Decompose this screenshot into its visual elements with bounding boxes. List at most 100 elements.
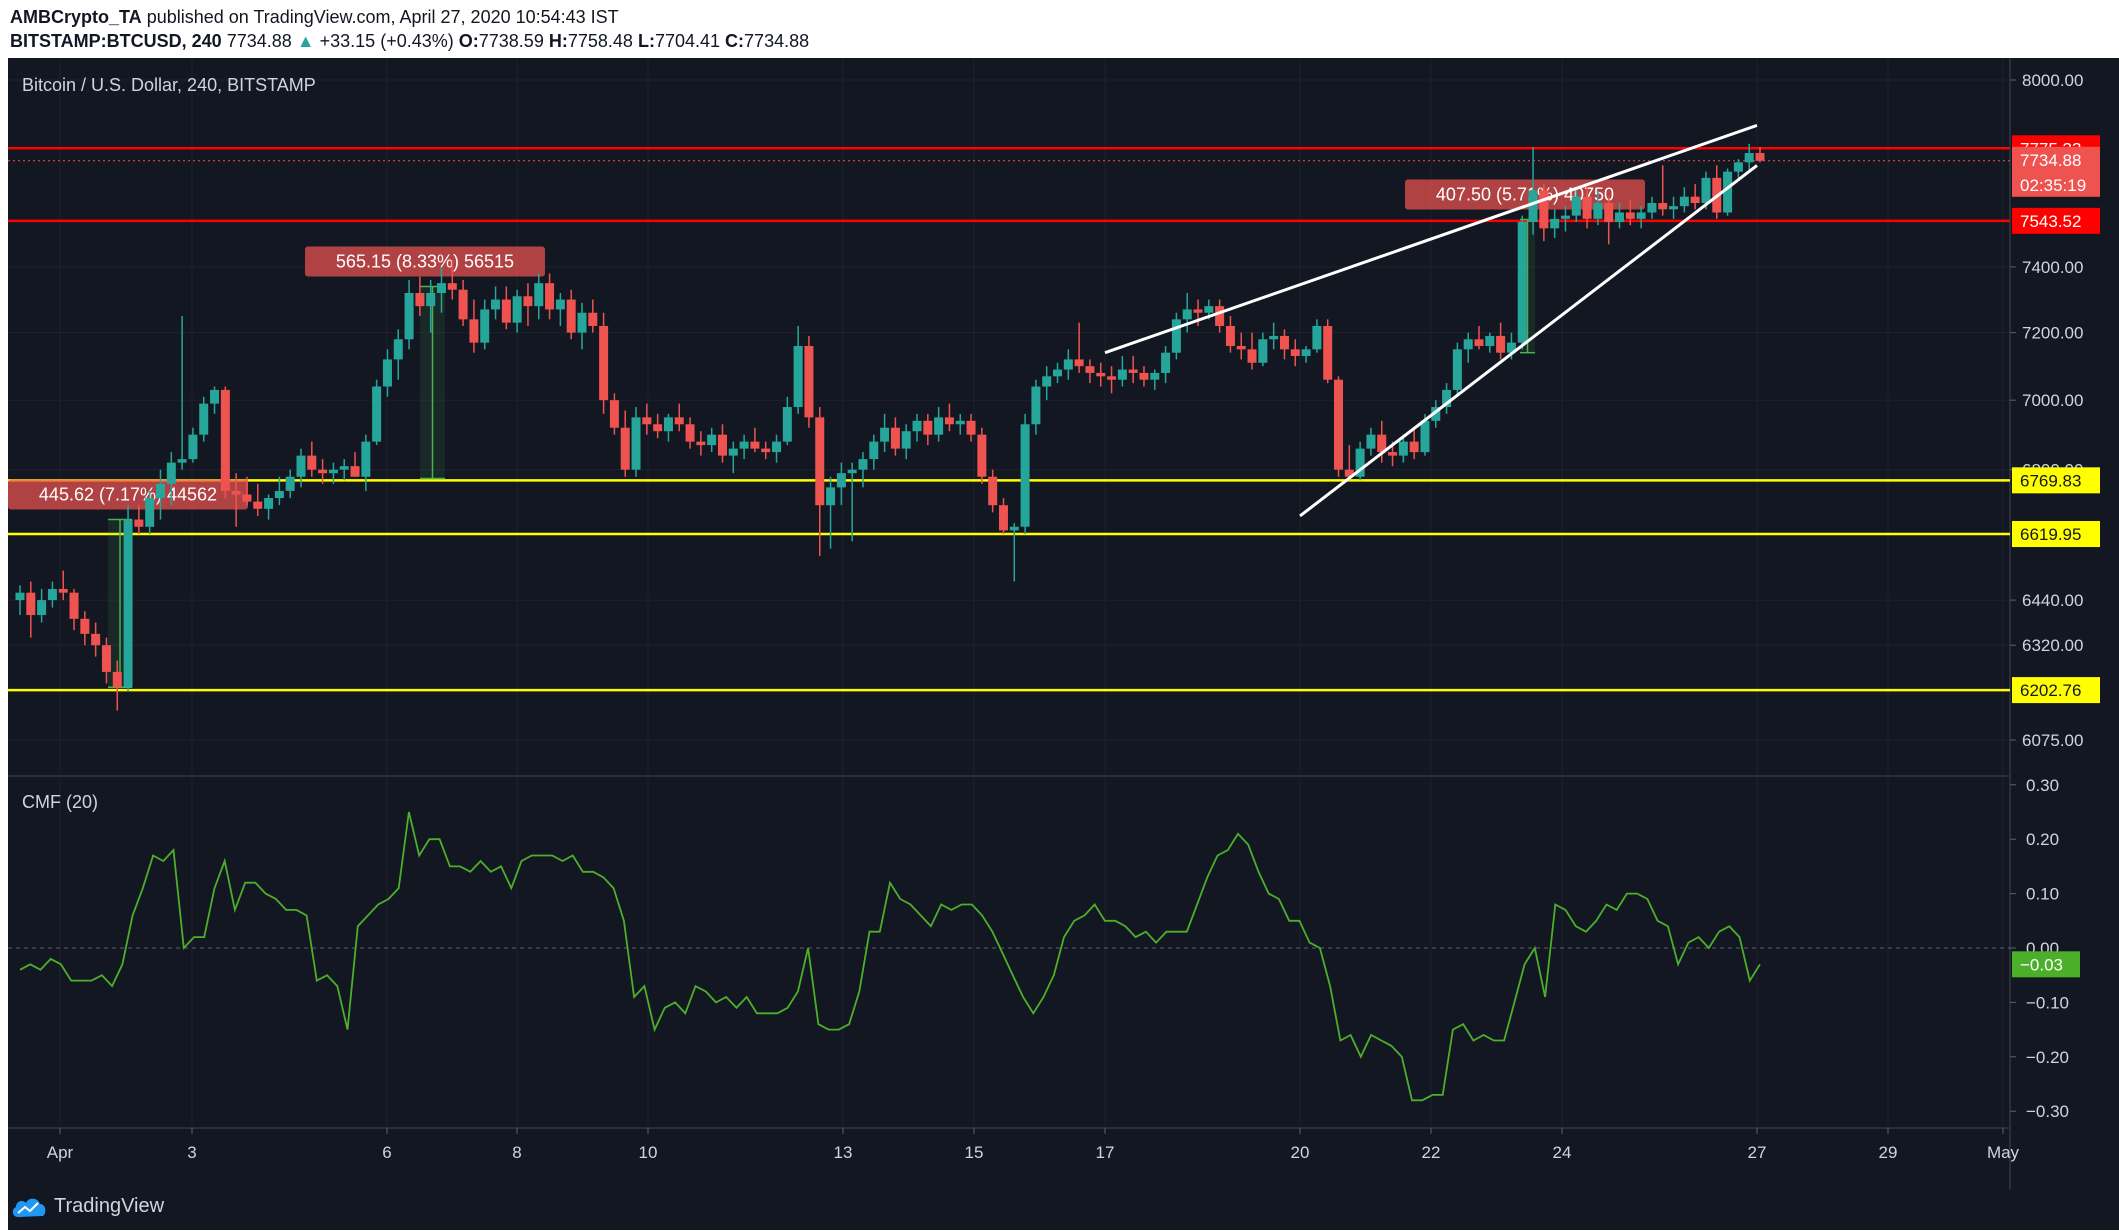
chart-background bbox=[8, 58, 2119, 1190]
candle-body bbox=[1258, 339, 1268, 363]
candle-body bbox=[1647, 202, 1657, 213]
time-tick-label: 22 bbox=[1422, 1143, 1441, 1162]
candle-body bbox=[1117, 369, 1127, 380]
candle-body bbox=[1701, 177, 1711, 203]
candle-body bbox=[696, 441, 706, 446]
candle-body bbox=[1085, 366, 1095, 373]
time-tick-label: 15 bbox=[965, 1143, 984, 1162]
candle-body bbox=[890, 427, 900, 449]
candle-body bbox=[717, 434, 727, 456]
candle-body bbox=[274, 490, 284, 499]
candle-body bbox=[728, 448, 738, 456]
candle-body bbox=[210, 389, 220, 404]
candle-body bbox=[1020, 424, 1030, 527]
candle-body bbox=[58, 588, 68, 593]
candle-body bbox=[1669, 206, 1679, 210]
candle-body bbox=[858, 459, 868, 470]
candle-body bbox=[1474, 339, 1484, 346]
candle-body bbox=[1452, 349, 1462, 390]
time-axis[interactable]: Apr 3 6 8 10 13 15 17 20 22 24 27 29 May bbox=[47, 1128, 2020, 1162]
candle-body bbox=[1063, 359, 1073, 370]
time-tick-label: 6 bbox=[382, 1143, 391, 1162]
last-price: 7734.88 bbox=[226, 31, 292, 51]
candle-body bbox=[123, 519, 133, 688]
candle-body bbox=[404, 292, 414, 340]
candle-body bbox=[296, 455, 306, 477]
candle-body bbox=[101, 645, 111, 672]
candle-body bbox=[685, 424, 695, 442]
candle-body bbox=[1463, 339, 1473, 350]
candle-body bbox=[599, 325, 609, 401]
candle-body bbox=[1431, 407, 1441, 421]
candle-body bbox=[155, 483, 165, 499]
candle-body bbox=[339, 466, 349, 470]
time-tick-label: 8 bbox=[512, 1143, 521, 1162]
measure-label: 565.15 (8.33%) 56515 bbox=[336, 251, 514, 271]
price-level-tag bbox=[2012, 207, 2100, 234]
tradingview-logo[interactable]: TradingView bbox=[10, 1193, 164, 1219]
candle-body bbox=[26, 592, 36, 616]
chart-canvas[interactable]: 445.62 (7.17%) 44562 565.15 (8.33%) 56515… bbox=[0, 58, 2119, 1190]
candle-body bbox=[458, 289, 468, 320]
candle-body bbox=[1528, 190, 1538, 222]
candle-body bbox=[501, 299, 511, 323]
candle-body bbox=[782, 407, 792, 442]
candle-body bbox=[1128, 369, 1138, 373]
symbol-label: BITSTAMP:BTCUSD, 240 bbox=[10, 31, 222, 51]
open-label: O: bbox=[458, 31, 479, 51]
cmf-tick-label: 0.10 bbox=[2026, 885, 2059, 904]
vertical-grid bbox=[59, 58, 2004, 1128]
candle-body bbox=[1323, 325, 1333, 380]
candle-body bbox=[307, 455, 317, 470]
candle-body bbox=[382, 359, 392, 387]
candle-body bbox=[1485, 335, 1495, 346]
candle-body bbox=[1204, 306, 1214, 313]
candle-body bbox=[242, 494, 252, 502]
candle-body bbox=[253, 501, 263, 509]
publish-line: AMBCrypto_TA published on TradingView.co… bbox=[10, 7, 619, 28]
candle-body bbox=[91, 633, 101, 646]
change-arrow-icon: ▲ bbox=[296, 31, 315, 51]
candle-body bbox=[318, 469, 328, 474]
candle-body bbox=[1744, 153, 1754, 163]
author-name[interactable]: AMBCrypto_TA bbox=[10, 7, 142, 27]
candle-body bbox=[1344, 469, 1354, 477]
candle-body bbox=[912, 420, 922, 432]
candle-body bbox=[653, 424, 663, 432]
candle-body bbox=[1409, 441, 1419, 453]
candle-body bbox=[1031, 386, 1041, 425]
price-change: +33.15 (+0.43%) bbox=[319, 31, 454, 51]
level-tags: 7775.337543.526769.836619.956202.767734.… bbox=[2012, 135, 2100, 704]
candle-body bbox=[663, 417, 673, 432]
candle-body bbox=[674, 417, 684, 425]
candle-body bbox=[1355, 448, 1365, 477]
time-tick-label: 20 bbox=[1291, 1143, 1310, 1162]
time-tick-label: 13 bbox=[834, 1143, 853, 1162]
candle-body bbox=[1593, 202, 1603, 219]
candle-body bbox=[1236, 345, 1246, 350]
candle-body bbox=[566, 299, 576, 333]
candle-body bbox=[555, 299, 565, 310]
measure-label: 445.62 (7.17%) 44562 bbox=[39, 485, 217, 505]
cmf-tick-label: −0.30 bbox=[2026, 1102, 2069, 1121]
cmf-tick-label: −0.20 bbox=[2026, 1048, 2069, 1067]
candle-body bbox=[1225, 325, 1235, 346]
candle-body bbox=[393, 339, 403, 360]
candle-body bbox=[1312, 325, 1322, 350]
last-price-tag bbox=[2012, 146, 2100, 197]
price-tick-label: 7000.00 bbox=[2022, 391, 2083, 410]
candle-body bbox=[1517, 221, 1527, 343]
candle-body bbox=[772, 441, 782, 453]
candle-body bbox=[1582, 196, 1592, 219]
candle-body bbox=[1042, 376, 1052, 387]
candle-body bbox=[177, 459, 187, 463]
candle-body bbox=[1161, 352, 1171, 373]
candle-body bbox=[15, 592, 25, 601]
candle-body bbox=[231, 490, 241, 495]
candle-body bbox=[350, 466, 360, 477]
cmf-tick-label: −0.10 bbox=[2026, 993, 2069, 1012]
candle-body bbox=[880, 427, 890, 442]
candle-body bbox=[1009, 526, 1019, 531]
cmf-axis[interactable]: 0.300.200.100.00−0.10−0.20−0.30−0.03 bbox=[2010, 776, 2080, 1121]
candle-body bbox=[1690, 196, 1700, 203]
